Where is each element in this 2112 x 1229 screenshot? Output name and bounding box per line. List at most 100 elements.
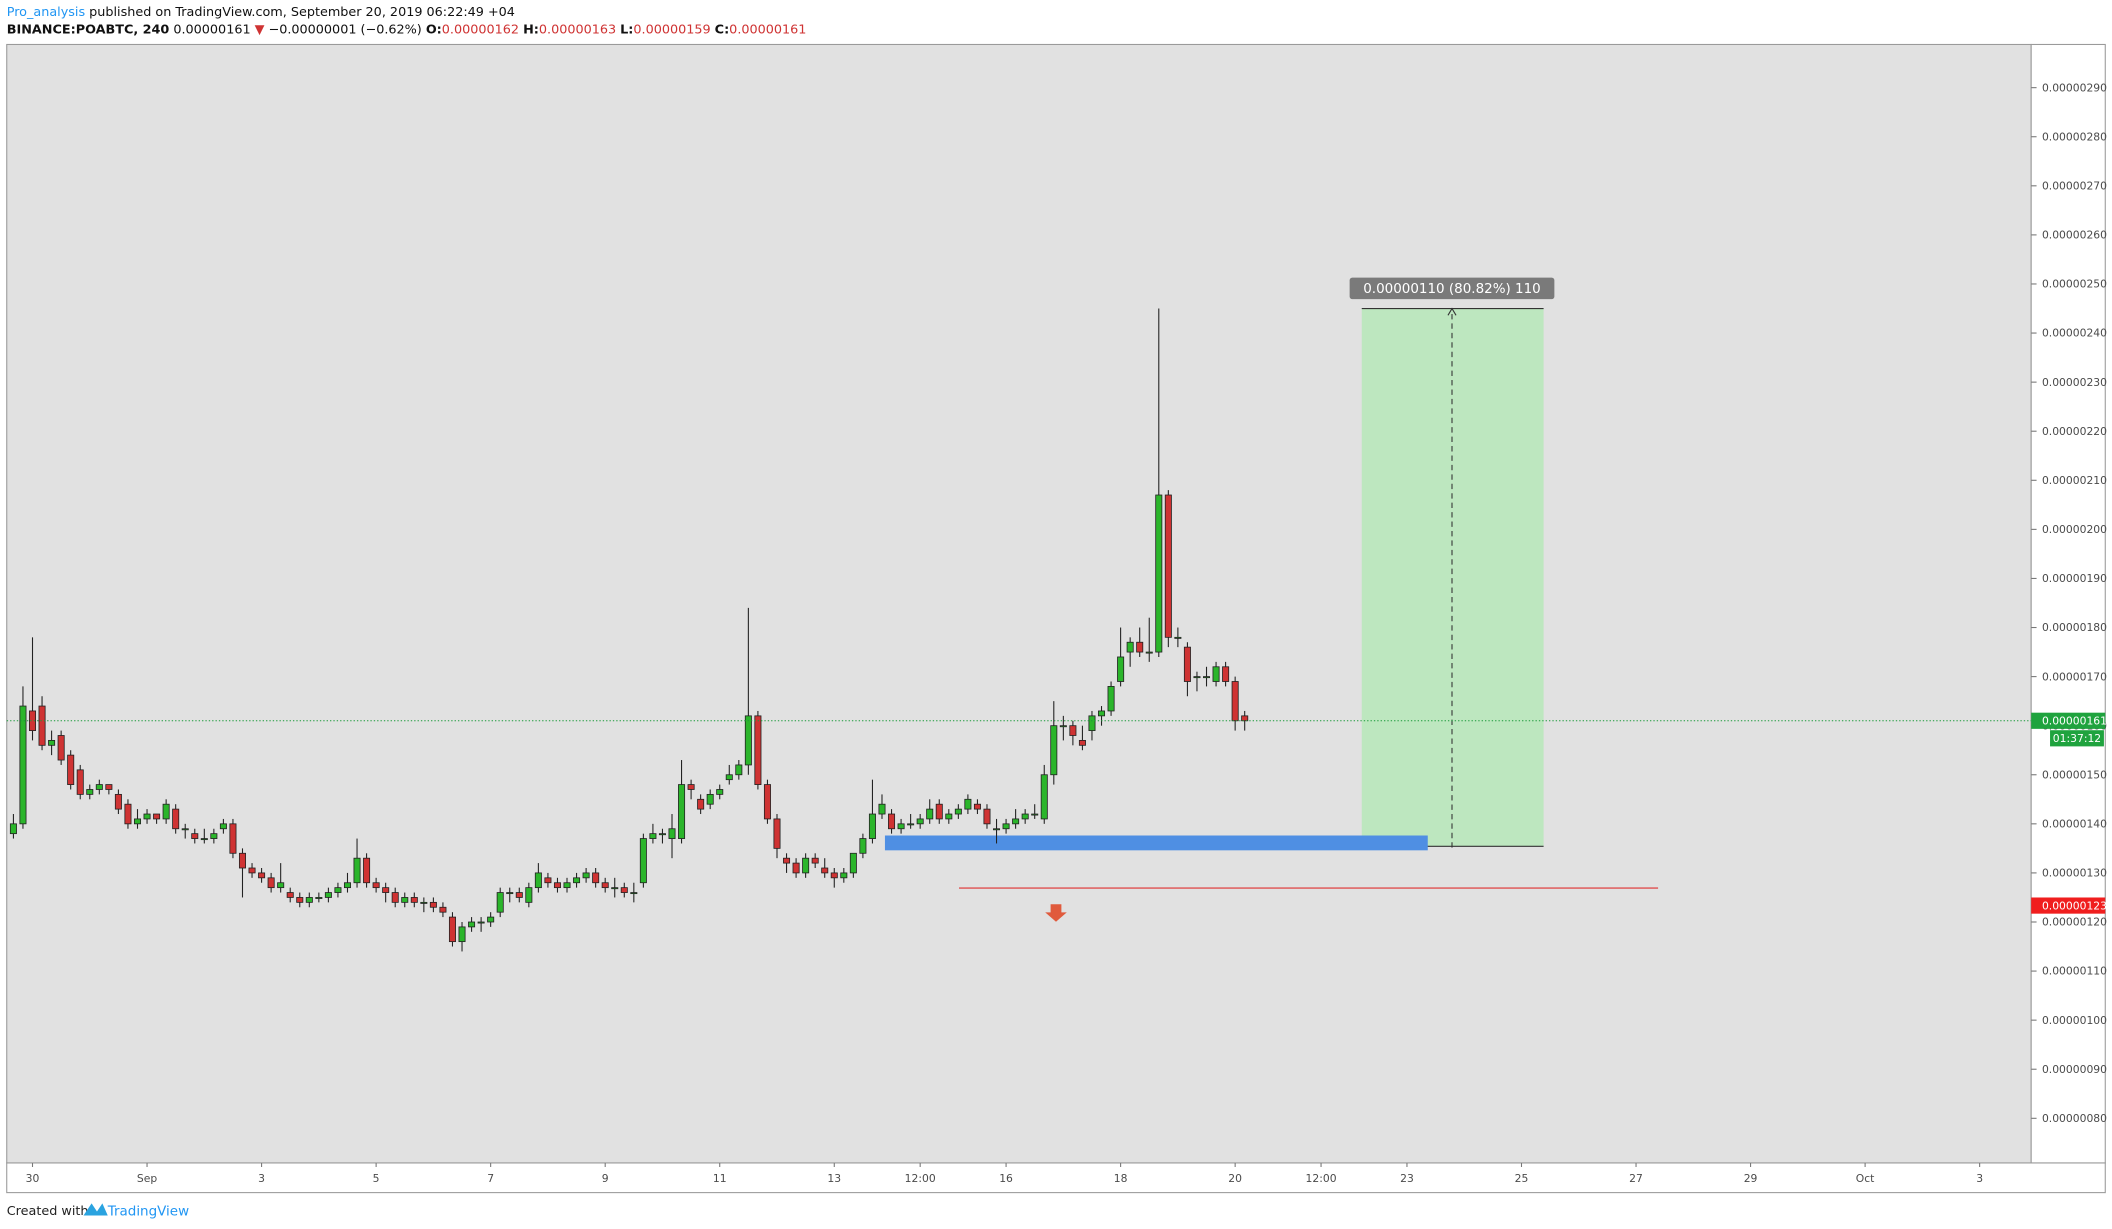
candle-body — [1078, 739, 1086, 746]
author[interactable]: Pro_analysis — [7, 5, 86, 20]
candle-body — [1145, 651, 1153, 654]
candle-body — [888, 813, 896, 830]
y-tick-label: 0.00000090 — [2042, 1063, 2107, 1076]
candle-body — [343, 882, 351, 889]
candle-body — [210, 833, 218, 839]
candle-body — [133, 818, 142, 825]
candle-body — [1155, 494, 1163, 653]
candle-body — [401, 897, 409, 903]
candle-body — [678, 784, 686, 839]
candle-body — [267, 877, 275, 889]
y-tick-label: 0.00000260 — [2042, 229, 2107, 242]
y-tick-label: 0.00000280 — [2042, 130, 2107, 143]
x-tick-label: 12:00 — [1306, 1172, 1337, 1185]
candle-body — [897, 823, 905, 830]
y-tick-label: 0.00000170 — [2042, 670, 2107, 683]
candle-body — [1222, 666, 1230, 682]
candle-body — [1126, 641, 1134, 653]
candle-body — [429, 901, 437, 908]
measure-label: 0.00000110 (80.82%) 110 — [1363, 281, 1541, 297]
candle-body — [1212, 666, 1220, 682]
x-tick-label: 27 — [1629, 1172, 1643, 1185]
candle-body — [802, 857, 810, 874]
price-axis — [2030, 43, 2106, 1164]
y-tick-label: 0.00000150 — [2042, 768, 2107, 781]
h: 0.00000163 — [539, 22, 616, 37]
candle-body — [29, 710, 37, 731]
candle-body — [1002, 823, 1010, 830]
candle-body — [458, 926, 466, 943]
candle-body — [611, 887, 619, 890]
candle-body — [620, 887, 628, 893]
candles — [9, 308, 1249, 952]
candle-body — [964, 798, 972, 810]
candle-body — [1136, 641, 1144, 653]
candle-body — [926, 808, 934, 820]
candle-body — [353, 857, 361, 884]
candle-body — [506, 892, 514, 895]
candle-body — [296, 897, 304, 903]
candle-body — [649, 833, 657, 839]
candle-body — [859, 838, 867, 854]
plot-area — [6, 43, 2032, 1164]
arrow: ▼ — [255, 22, 265, 37]
target-zone[interactable] — [1361, 308, 1544, 847]
x-tick-label: 23 — [1400, 1172, 1414, 1185]
candle-body — [105, 784, 113, 790]
support-zone[interactable] — [884, 835, 1428, 851]
candle-body — [219, 823, 227, 830]
y-tick-label: 0.00000190 — [2042, 572, 2107, 585]
candle-body — [658, 833, 666, 836]
y-tick-label: 0.00000240 — [2042, 327, 2107, 340]
candle-body — [735, 764, 743, 776]
candle-body — [95, 784, 103, 790]
candle-body — [468, 921, 476, 928]
candle-body — [878, 803, 886, 815]
x-tick-label: Oct — [1856, 1172, 1875, 1185]
x-tick-label: 30 — [26, 1172, 40, 1185]
footer-created: Created with — [7, 1204, 89, 1219]
candle-body — [1107, 686, 1115, 712]
x-tick-label: 20 — [1228, 1172, 1242, 1185]
candle-body — [573, 877, 581, 884]
candle-body — [1241, 715, 1249, 722]
candle-body — [143, 813, 151, 820]
candle-body — [973, 803, 981, 810]
candle-body — [305, 897, 313, 903]
o-label: O: — [426, 22, 442, 37]
candle-body — [1098, 710, 1106, 717]
candle-body — [945, 813, 953, 820]
c-label: C: — [715, 22, 729, 37]
candle-body — [1059, 725, 1067, 728]
candle-body — [38, 705, 46, 746]
candle-body — [439, 906, 447, 913]
candle-body — [258, 872, 266, 879]
candle-body — [868, 813, 876, 839]
candle-body — [410, 897, 418, 903]
candle-body — [668, 828, 676, 839]
y-tick-label: 0.00000270 — [2042, 179, 2107, 192]
x-tick-label: 11 — [713, 1172, 727, 1185]
x-tick-label: 9 — [602, 1172, 609, 1185]
candle-body — [811, 857, 819, 864]
candle-body — [19, 705, 27, 825]
candle-body — [391, 892, 399, 903]
candle-body — [363, 857, 371, 884]
candle-body — [954, 808, 962, 815]
change: −0.00000001 (−0.62%) — [269, 22, 422, 37]
candle-body — [324, 892, 332, 898]
candle-body — [1031, 813, 1039, 816]
last-price-box — [2031, 712, 2106, 729]
y-tick-label: 0.00000130 — [2042, 867, 2107, 880]
candle-body — [687, 784, 695, 790]
candle-body — [181, 828, 189, 831]
footer-brand[interactable]: TradingView — [107, 1203, 189, 1219]
candle-body — [1183, 646, 1191, 682]
candle-body — [1069, 725, 1077, 736]
y-tick-label: 0.00000200 — [2042, 523, 2107, 536]
alert-price-label: 0.00000123 — [2042, 899, 2107, 912]
candle-body — [935, 803, 943, 820]
countdown-label: 01:37:12 — [2053, 732, 2101, 745]
x-tick-label: 5 — [373, 1172, 380, 1185]
